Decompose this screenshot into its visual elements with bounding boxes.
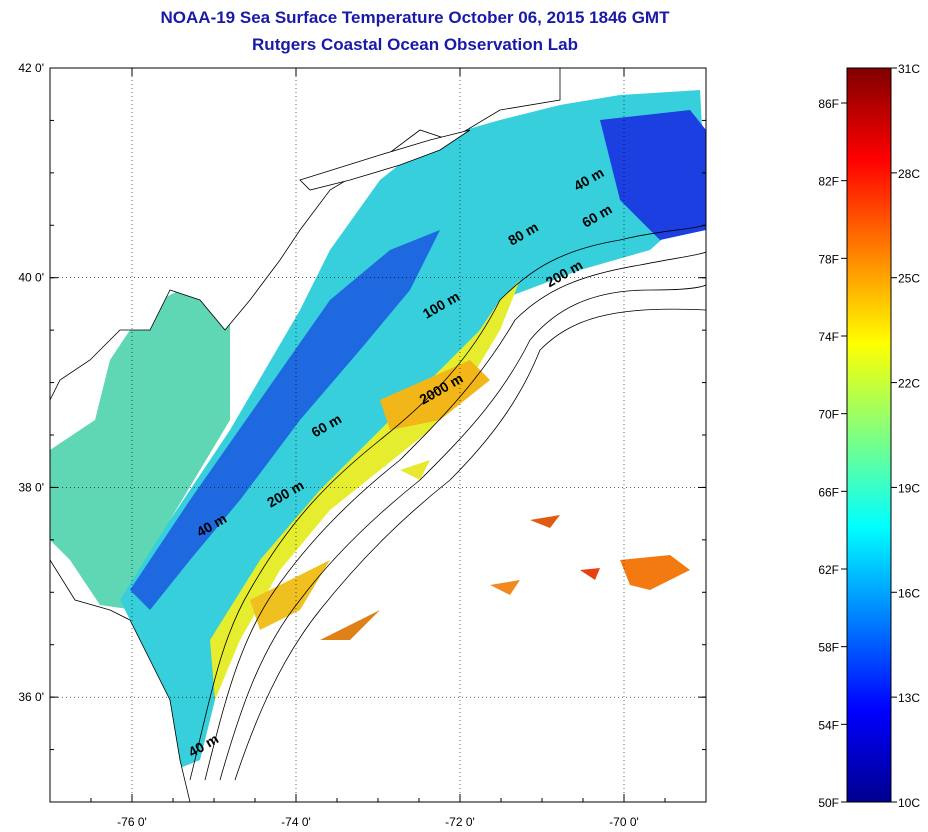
offshore-patch-1 [320,610,380,640]
x-tick-label: -72 0' [445,815,475,829]
graticule [50,68,706,802]
land-northeast [50,68,561,401]
y-tick-label: 40 0' [18,271,44,285]
y-tick-label: 42 0' [18,61,44,75]
colorbar-label-celsius: 25C [898,272,920,286]
colorbar-label-fahrenheit: 78F [818,252,839,266]
x-tick-label: -70 0' [609,815,639,829]
cold-pool-northeast [600,110,706,240]
colorbar-label-celsius: 19C [898,481,920,495]
cold-band [130,230,440,610]
y-tick-label: 36 0' [18,690,44,704]
shelf-water [120,90,706,770]
colorbar-label-celsius: 13C [898,691,920,705]
long-island [299,129,471,191]
colorbar-label-celsius: 22C [898,377,920,391]
colorbar-label-fahrenheit: 58F [818,641,839,655]
colorbar-label-celsius: 28C [898,167,920,181]
land-south [50,559,191,802]
colorbar-label-fahrenheit: 82F [818,175,839,189]
colorbar-label-fahrenheit: 54F [818,718,839,732]
colorbar-label-fahrenheit: 66F [818,485,839,499]
offshore-patch-6 [400,460,430,480]
colorbar-label-fahrenheit: 74F [818,330,839,344]
map-title: NOAA-19 Sea Surface Temperature October … [160,8,670,27]
colorbar-label-fahrenheit: 62F [818,563,839,577]
colorbar-label-fahrenheit: 50F [818,796,839,810]
temperature-colorbar: 31C 28C 25C 22C 19C 16C 13C 10C 86F 82F 78F 74F 70F 6… [818,62,920,810]
offshore-patch-3 [620,555,690,590]
y-tick-label: 38 0' [18,480,44,494]
colorbar-label-fahrenheit: 70F [818,408,839,422]
colorbar-label-celsius: 10C [898,796,920,810]
map-subtitle: Rutgers Coastal Ocean Observation Lab [252,35,578,54]
bathymetry-contours [189,224,706,781]
warm-patch [250,560,330,630]
offshore-patch-4 [580,568,600,580]
chesapeake-water [50,280,230,610]
axis-ticks: -76 0' -74 0' -72 0' -70 0' 42 0' 40 0' 38 0' 3… [18,61,707,829]
offshore-patch-5 [530,515,560,528]
colorbar-labels: 31C 28C 25C 22C 19C 16C 13C 10C 86F 82F 78F 74F 70F 6… [818,62,920,810]
colorbar-gradient [846,67,892,803]
warm-eddy [380,360,490,430]
colorbar-label-celsius: 31C [898,62,920,76]
colorbar-label-celsius: 16C [898,586,920,600]
x-tick-label: -76 0' [117,815,147,829]
offshore-patch-2 [490,580,520,595]
colorbar-label-fahrenheit: 86F [818,97,839,111]
x-tick-label: -74 0' [281,815,311,829]
